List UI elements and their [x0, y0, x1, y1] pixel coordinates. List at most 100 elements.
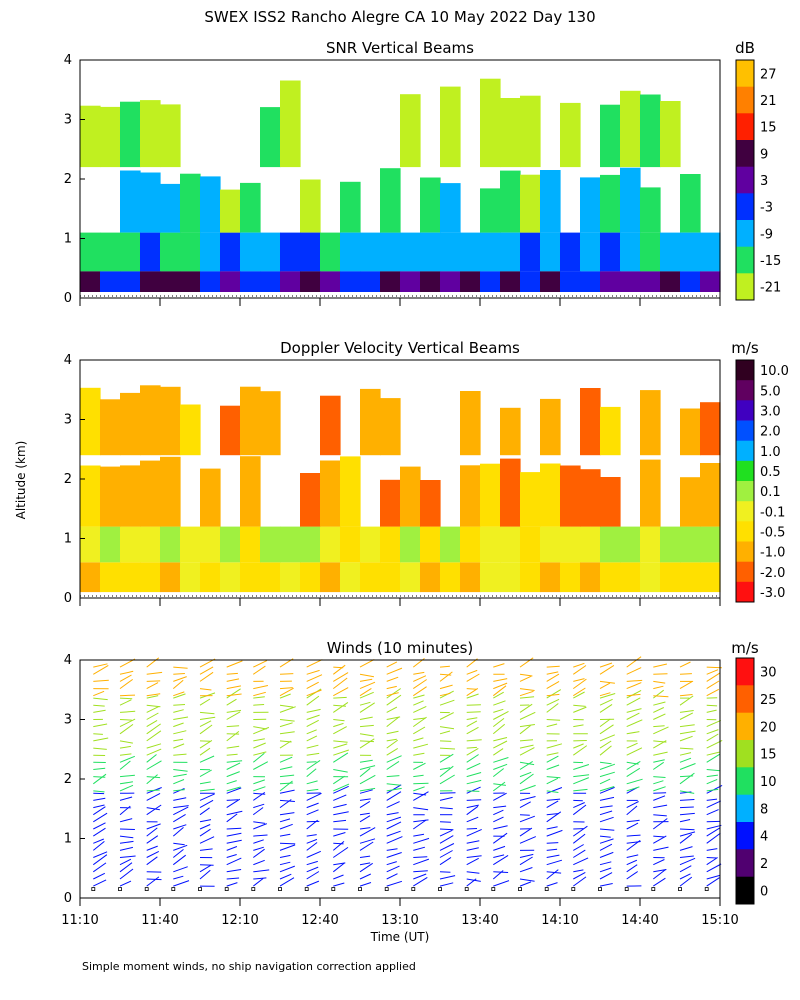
wind-barb — [546, 689, 562, 699]
wind-barb — [653, 761, 664, 770]
wind-barb — [253, 859, 265, 866]
wind-barb — [493, 871, 509, 873]
heatmap-cell — [200, 468, 221, 527]
wind-barb — [333, 874, 344, 880]
colorbar-label: -21 — [760, 281, 781, 296]
heatmap-cell — [620, 167, 641, 233]
wind-barb — [386, 775, 400, 778]
colorbar-label: 2 — [760, 857, 768, 872]
wind-barb — [279, 687, 294, 697]
heatmap-cell — [160, 183, 181, 233]
wind-barb — [519, 739, 534, 742]
wind-barb — [466, 855, 482, 858]
heatmap-cell — [80, 526, 101, 563]
heatmap-cell — [700, 271, 721, 292]
wind-barb — [93, 664, 109, 675]
wind-barb — [226, 787, 242, 794]
wind-barb — [573, 691, 585, 699]
wind-barb — [679, 819, 691, 823]
heatmap-cell — [500, 562, 521, 593]
wind-barb — [519, 747, 535, 756]
heatmap-cell — [280, 562, 301, 593]
heatmap-cell — [600, 104, 621, 168]
heatmap-cell — [440, 562, 461, 593]
colorbar-swatch — [736, 380, 754, 401]
wind-barb — [173, 773, 187, 778]
wind-barb — [573, 724, 584, 728]
wind-barb — [626, 667, 642, 675]
wind-barb — [706, 672, 721, 682]
wind-barb — [279, 756, 293, 763]
colorbar-label: 5.0 — [760, 384, 781, 399]
heatmap-cell — [80, 232, 101, 272]
wind-barb — [253, 691, 266, 697]
wind-barb — [386, 694, 402, 706]
wind-barb — [253, 821, 266, 824]
wind-barb — [359, 691, 374, 699]
wind-barb — [599, 734, 615, 742]
wind-barb — [332, 677, 348, 689]
heatmap-cell — [420, 480, 441, 527]
wind-barb — [359, 738, 375, 749]
wind-barb — [573, 704, 586, 707]
wind-barb — [546, 752, 559, 756]
wind-barb — [573, 844, 584, 851]
surface-marker — [198, 887, 202, 891]
wind-barb — [306, 669, 320, 675]
wind-barb — [279, 877, 295, 887]
wind-barb — [706, 688, 720, 697]
wind-barb — [626, 778, 643, 785]
wind-barb — [199, 781, 211, 785]
wind-barb — [546, 787, 563, 794]
wind-barb — [333, 882, 345, 887]
wind-barb — [626, 761, 639, 765]
wind-barb — [599, 778, 611, 785]
wind-barb — [119, 710, 136, 713]
wind-barb — [599, 724, 614, 735]
wind-barb — [679, 857, 696, 866]
heatmap-cell — [680, 477, 701, 527]
wind-barb — [359, 765, 376, 770]
wind-barb — [573, 869, 584, 873]
wind-barb — [199, 836, 215, 844]
heatmap-cell — [400, 526, 421, 563]
wind-barb — [253, 742, 266, 749]
wind-barb — [199, 724, 213, 735]
wind-barb — [679, 833, 693, 844]
wind-barb — [359, 812, 370, 816]
wind-barb — [679, 846, 693, 851]
wind-barb — [386, 676, 399, 682]
heatmap-cell — [700, 526, 721, 563]
heatmap-cell — [620, 90, 641, 168]
wind-barb — [492, 685, 507, 697]
wind-barb — [146, 823, 161, 830]
heatmap-cell — [160, 526, 181, 563]
colorbar-swatch — [736, 521, 754, 542]
wind-barb — [333, 862, 346, 866]
wind-barb — [173, 797, 187, 801]
wind-barb — [306, 802, 319, 809]
wind-barb — [439, 843, 455, 851]
wind-barb — [93, 812, 108, 823]
wind-barb — [172, 827, 184, 837]
heatmap-cell — [220, 405, 241, 456]
heatmap-cell — [480, 188, 501, 233]
surface-marker — [91, 887, 96, 891]
wind-barb — [573, 678, 585, 682]
wind-barb — [679, 724, 695, 728]
wind-barb — [92, 773, 107, 785]
wind-barb — [199, 720, 212, 728]
wind-barb — [253, 704, 265, 706]
wind-barb — [333, 794, 347, 801]
colorbar-label: 9 — [760, 147, 768, 162]
colorbar-label: -3 — [760, 201, 773, 216]
heatmap-cell — [280, 526, 301, 563]
wind-barb — [413, 873, 427, 880]
heatmap-cell — [580, 177, 601, 233]
heatmap-cell — [160, 386, 181, 456]
wind-barb — [226, 846, 238, 851]
wind-barb — [359, 687, 372, 697]
wind-barb — [466, 799, 482, 801]
wind-barb — [519, 711, 536, 720]
heatmap-cell — [540, 463, 561, 527]
